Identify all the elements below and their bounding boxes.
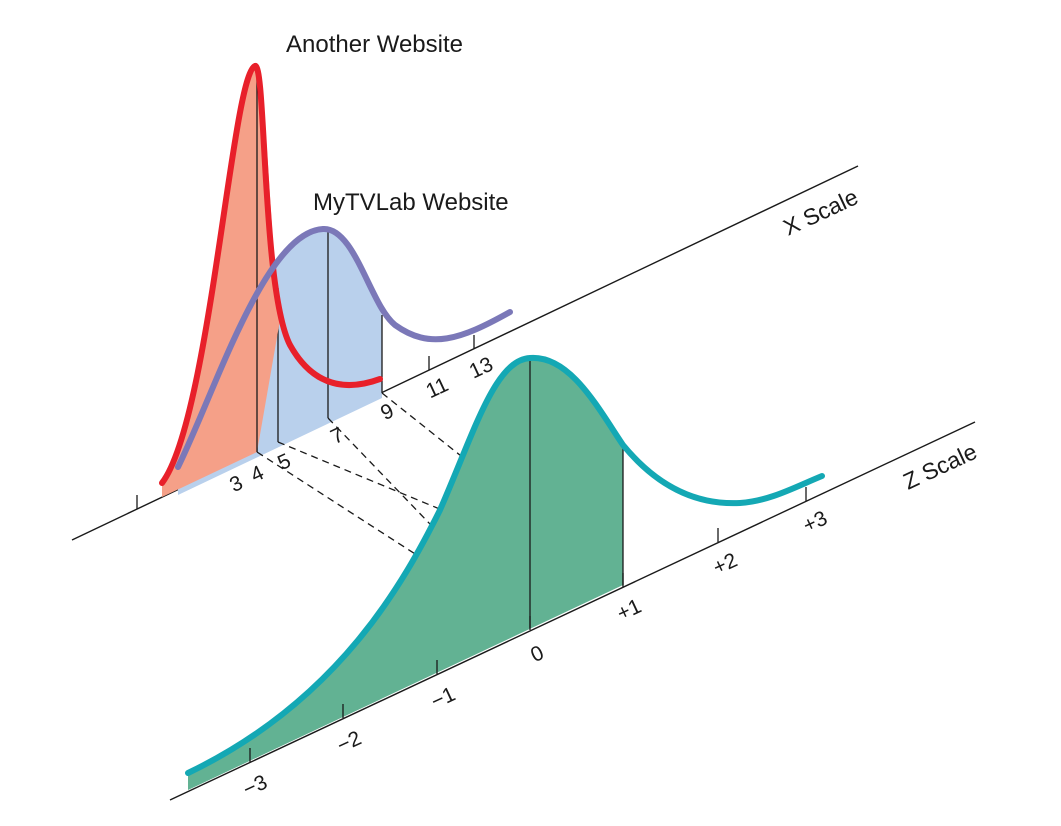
x-tick-label-5: 5	[274, 449, 294, 475]
standard-normal-curve	[185, 354, 825, 776]
z-tick-label-pos3: +3	[800, 507, 831, 538]
mytvlab-website-curve	[175, 225, 513, 470]
another-website-curve	[159, 62, 383, 486]
x-tick-label-11: 11	[423, 373, 452, 403]
standard-ordinates	[529, 360, 624, 628]
another-website-label: Another Website	[286, 31, 463, 58]
z-tick-label-pos2: +2	[710, 549, 741, 580]
z-tick-label-0: 0	[527, 641, 547, 667]
x-tick-label-3: 3	[226, 471, 246, 497]
z-tick-label-neg3: −3	[240, 771, 271, 802]
mytvlab-website-label: MyTVLab Website	[313, 189, 509, 216]
z-scale-label: Z Scale	[899, 438, 981, 495]
x-tick-label-4: 4	[247, 461, 268, 487]
x-scale-label: X Scale	[779, 183, 862, 240]
z-tick-label-neg2: −2	[334, 727, 365, 758]
z-tick-label-pos1: +1	[614, 595, 645, 626]
z-axis-ticks	[249, 487, 807, 762]
z-tick-label-neg1: −1	[428, 683, 459, 714]
x-tick-label-13: 13	[466, 353, 497, 384]
z-axis-line	[169, 421, 976, 801]
another-area	[162, 65, 280, 497]
